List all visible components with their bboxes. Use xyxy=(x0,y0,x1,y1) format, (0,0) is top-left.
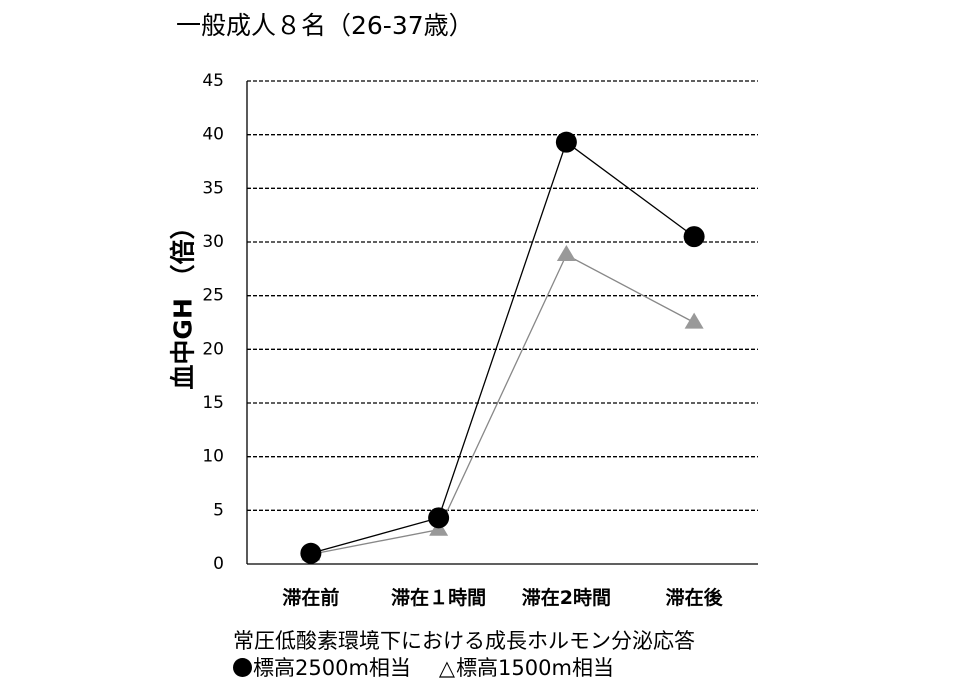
y-tick-labels: 0 5 10 15 20 25 30 35 40 45 xyxy=(202,71,224,574)
series-line-2500m xyxy=(310,141,695,554)
y-axis-label: 血中GH （倍） xyxy=(169,214,198,389)
y-tick-label: 20 xyxy=(202,339,224,359)
chart-caption: 常圧低酸素環境下における成長ホルモン分泌応答 標高2500m相当 △標高1500m… xyxy=(233,628,695,682)
data-point-circle xyxy=(555,131,577,153)
series-lines xyxy=(310,141,695,555)
legend: 標高2500m相当 △標高1500m相当 xyxy=(233,655,695,682)
axes xyxy=(246,81,758,565)
legend-circle-icon xyxy=(233,658,252,677)
y-tick-label: 25 xyxy=(202,286,224,306)
x-tick-label: 滞在１時間 xyxy=(391,586,486,609)
x-tick-labels: 滞在前 滞在１時間 滞在2時間 滞在後 xyxy=(282,586,723,609)
x-tick-label: 滞在前 xyxy=(282,586,339,609)
chart-title: 一般成人８名（26-37歳） xyxy=(176,11,474,40)
x-tick-label: 滞在2時間 xyxy=(522,586,611,609)
y-tick-label: 30 xyxy=(202,232,224,252)
y-tick-label: 40 xyxy=(202,125,224,145)
data-point-circle xyxy=(683,226,705,248)
y-tick-label: 10 xyxy=(202,447,224,467)
x-tick-label: 滞在後 xyxy=(666,586,724,609)
series-line-1500m xyxy=(310,253,695,555)
data-point-circle xyxy=(428,507,450,529)
data-point-triangle xyxy=(556,244,576,261)
series-markers xyxy=(300,131,705,564)
data-point-triangle xyxy=(684,312,704,329)
y-tick-label: 0 xyxy=(213,554,224,574)
legend-triangle-icon: △ xyxy=(438,656,456,680)
grid-lines xyxy=(247,80,758,511)
y-tick-label: 5 xyxy=(213,500,224,520)
caption-description: 常圧低酸素環境下における成長ホルモン分泌応答 xyxy=(233,629,695,653)
y-tick-label: 45 xyxy=(202,71,224,91)
data-point-circle xyxy=(300,542,322,564)
legend-circle-label: 標高2500m相当 xyxy=(253,656,411,680)
y-tick-label: 35 xyxy=(202,178,224,198)
legend-triangle-label: 標高1500m相当 xyxy=(456,656,614,680)
y-tick-label: 15 xyxy=(202,393,224,413)
